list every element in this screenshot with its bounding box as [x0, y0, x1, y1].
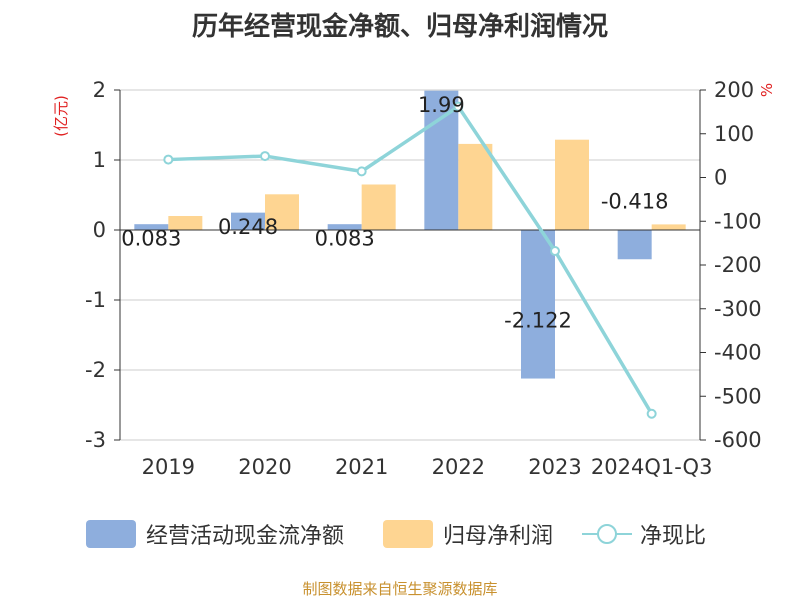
data-label-ocf: 0.083: [315, 226, 375, 250]
bar-profit: [651, 224, 686, 230]
y-right-tick-label: -400: [714, 341, 762, 365]
x-tick-label: 2021: [335, 455, 388, 479]
bar-profit: [265, 194, 299, 230]
bar-profit: [458, 143, 493, 230]
bar-ocf: [617, 230, 652, 260]
data-label-ocf: -0.418: [601, 189, 669, 213]
ratio-point: [356, 166, 367, 177]
y-right-tick-label: 0: [714, 166, 727, 190]
legend-swatch-profit: [383, 520, 433, 548]
y-left-tick-label: 0: [93, 218, 106, 242]
y-left-tick-label: 2: [93, 78, 106, 102]
data-label-ocf: -2.122: [504, 309, 572, 333]
legend-label-ocf: 经营活动现金流净额: [146, 524, 345, 549]
x-tick-label: 2022: [432, 455, 485, 479]
x-tick-label: 2020: [238, 455, 291, 479]
x-tick-label: 2024Q1-Q3: [591, 455, 713, 479]
data-label-ocf: 1.99: [418, 93, 465, 117]
data-label-ocf: 0.083: [121, 226, 181, 250]
y-left-tick-label: 1: [93, 148, 106, 172]
ratio-point: [646, 408, 657, 419]
legend-swatch-ocf: [86, 520, 136, 548]
y-right-tick-label: 100: [714, 122, 754, 146]
y-right-tick-label: -500: [714, 384, 762, 408]
y-left-tick-label: -1: [85, 288, 106, 312]
chart-title: 历年经营现金净额、归母净利润情况: [191, 12, 608, 42]
legend-line-marker-icon: [582, 520, 632, 548]
source-note: 制图数据来自恒生聚源数据库: [302, 580, 498, 598]
ratio-line: [168, 104, 654, 415]
bar-ocf: [424, 90, 459, 230]
y-right-unit-label: %: [758, 83, 776, 97]
ratio-point: [453, 101, 464, 112]
y-right-tick-label: -300: [714, 297, 762, 321]
y-right-tick-label: -100: [714, 209, 762, 233]
y-left-tick-label: -2: [85, 358, 106, 382]
bar-ocf: [134, 224, 169, 230]
legend-label-profit: 归母净利润: [443, 524, 554, 549]
y-right-tick-label: -200: [714, 253, 762, 277]
bar-profit: [168, 216, 203, 230]
legend-item-ratio[interactable]: 净现比: [582, 516, 706, 552]
legend-item-profit[interactable]: 归母净利润: [383, 516, 553, 552]
legend-item-ocf[interactable]: 经营活动现金流净额: [86, 516, 344, 552]
bar-ocf: [231, 212, 265, 230]
bar-ocf: [327, 224, 362, 230]
ratio-point: [260, 151, 270, 162]
bar-profit: [361, 184, 396, 230]
legend-label-ratio: 净现比: [640, 524, 707, 549]
x-tick-label: 2023: [528, 455, 581, 479]
legend: 经营活动现金流净额 归母净利润 净现比: [0, 516, 800, 552]
y-left-unit-label: (亿元): [52, 95, 70, 137]
x-tick-label: 2019: [142, 455, 195, 479]
ratio-point: [163, 154, 174, 165]
bar-ocf: [521, 230, 555, 379]
y-right-tick-label: -600: [714, 428, 762, 452]
bar-profit: [555, 139, 589, 230]
y-left-tick-label: -3: [85, 428, 106, 452]
y-right-tick-label: 200: [714, 78, 754, 102]
chart-plot: 2 1 0 -1 -2 -3 200 100 0 -100 -200 -300 -400 -500 -600…: [52, 78, 776, 479]
ratio-point: [550, 246, 560, 256]
data-label-ocf: 0.248: [218, 215, 278, 239]
